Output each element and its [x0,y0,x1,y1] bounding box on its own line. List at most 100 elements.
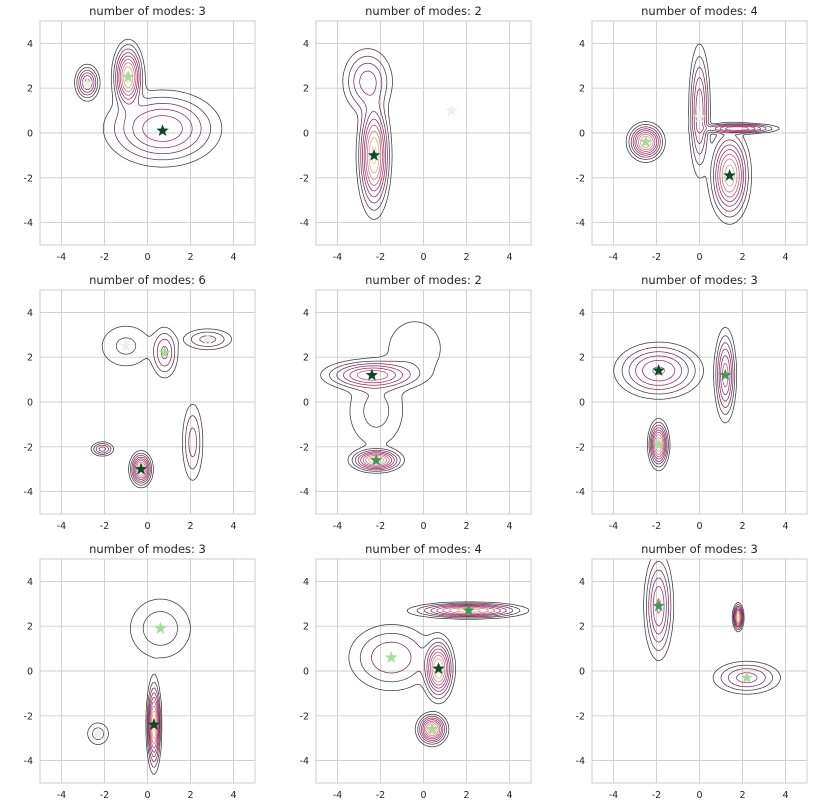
x-tick-label: 4 [782,521,788,532]
x-tick-label: 0 [144,521,150,532]
panel-title: number of modes: 6 [89,273,206,287]
x-tick-label: 2 [739,790,745,801]
x-tick-label: 4 [230,790,236,801]
contour-level-5 [149,696,159,753]
mode-star-3 [91,727,105,739]
mode-star-1 [367,148,381,161]
contour-level-3 [95,335,216,484]
y-tick-label: 2 [303,84,309,95]
contour-level-1 [90,325,232,489]
y-tick-label: 4 [27,39,33,50]
mode-star-1 [652,364,665,376]
x-tick-label: 0 [144,252,150,263]
mode-star-1 [134,462,148,475]
contour-level-2 [348,55,390,211]
y-tick-label: 0 [579,129,585,140]
x-tick-label: 2 [739,521,745,532]
contour-level-6 [134,460,148,479]
y-tick-label: 2 [303,353,309,364]
x-tick-label: -2 [100,521,109,532]
y-tick-label: -2 [300,711,309,722]
y-tick-label: 2 [579,622,585,633]
contour-level-5 [133,458,149,480]
mode-star-1 [365,368,379,381]
panel-4: -4 -2 0 2 4 -4 -2 0 2 4 number of modes: 6 [24,273,256,532]
mode-star-4 [425,722,439,735]
y-tick-label: 0 [579,398,585,409]
y-tick-label: 0 [303,667,309,678]
y-tick-label: -2 [300,442,309,453]
panel-1: -4 -2 0 2 4 -4 -2 0 2 4 number of modes: 3 [24,4,256,263]
x-tick-label: 0 [696,252,702,263]
contour-level-4 [359,70,386,198]
mode-star-1 [652,599,665,612]
panel-title: number of modes: 2 [365,4,482,18]
y-tick-label: -2 [24,442,33,453]
contour-level-1 [625,43,780,225]
panel-title: number of modes: 4 [641,4,758,18]
contour-level-3 [628,342,734,465]
y-tick-label: 0 [27,667,33,678]
mode-star-2 [639,135,652,148]
axes-frame [315,558,532,784]
y-tick-label: -2 [300,173,309,184]
mode-star-1 [156,124,169,137]
contour-level-4 [635,348,732,462]
contour-level-4 [80,52,193,149]
y-tick-label: 0 [303,398,309,409]
y-tick-label: -4 [300,218,309,229]
x-tick-label: 2 [463,521,469,532]
axes-frame [315,20,532,246]
x-tick-label: -4 [57,790,66,801]
mode-star-3 [119,339,133,352]
y-tick-label: -4 [576,487,585,498]
x-tick-label: -2 [652,790,661,801]
x-tick-label: -2 [376,521,385,532]
x-tick-label: 0 [420,790,426,801]
panel-3: -4 -2 0 2 4 -4 -2 0 2 4 number of modes: 4 [576,4,808,263]
contour-level-5 [634,88,756,202]
contour-level-5 [422,605,501,740]
panel-8: -4 -2 0 2 4 -4 -2 0 2 4 number of modes: 4 [300,542,532,801]
panel-title: number of modes: 3 [641,273,758,287]
x-tick-label: -4 [609,521,618,532]
contour-level-4 [343,365,403,469]
x-tick-label: 2 [463,252,469,263]
contour-level-3 [648,569,766,688]
contour-level-3 [353,62,388,204]
y-tick-label: -4 [576,756,585,767]
mode-star-3 [385,651,398,663]
panel-title: number of modes: 3 [641,542,758,556]
contour-level-2 [628,56,773,218]
panel-9: -4 -2 0 2 4 -4 -2 0 2 4 number of modes: 3 [576,542,808,801]
contour-level-3 [78,48,202,155]
contour-level-2 [76,44,211,161]
x-tick-label: 0 [696,521,702,532]
y-tick-label: 0 [579,667,585,678]
contour-level-2 [646,561,773,691]
y-tick-label: 4 [579,39,585,50]
contour-level-4 [148,692,160,757]
mode-star-1 [147,718,161,731]
x-tick-label: -2 [100,252,109,263]
axes-frame [39,558,256,784]
contour-level-8 [640,135,735,187]
panel-title: number of modes: 4 [365,542,482,556]
contour-level-8 [368,137,380,174]
mode-star-2 [740,671,753,683]
contour-level-3 [630,66,767,212]
contour-level-2 [92,611,178,768]
axes-frame [39,20,256,246]
x-tick-label: 0 [144,790,150,801]
contour-level-6 [636,126,750,198]
y-tick-label: -4 [24,218,33,229]
contour-level-4 [632,77,762,207]
mode-star-3 [652,438,665,450]
y-tick-label: 4 [579,577,585,588]
y-tick-label: -4 [24,487,33,498]
axes-frame [591,558,808,784]
contour-level-1 [613,327,738,472]
x-tick-label: 2 [187,521,193,532]
x-tick-label: -4 [333,521,342,532]
